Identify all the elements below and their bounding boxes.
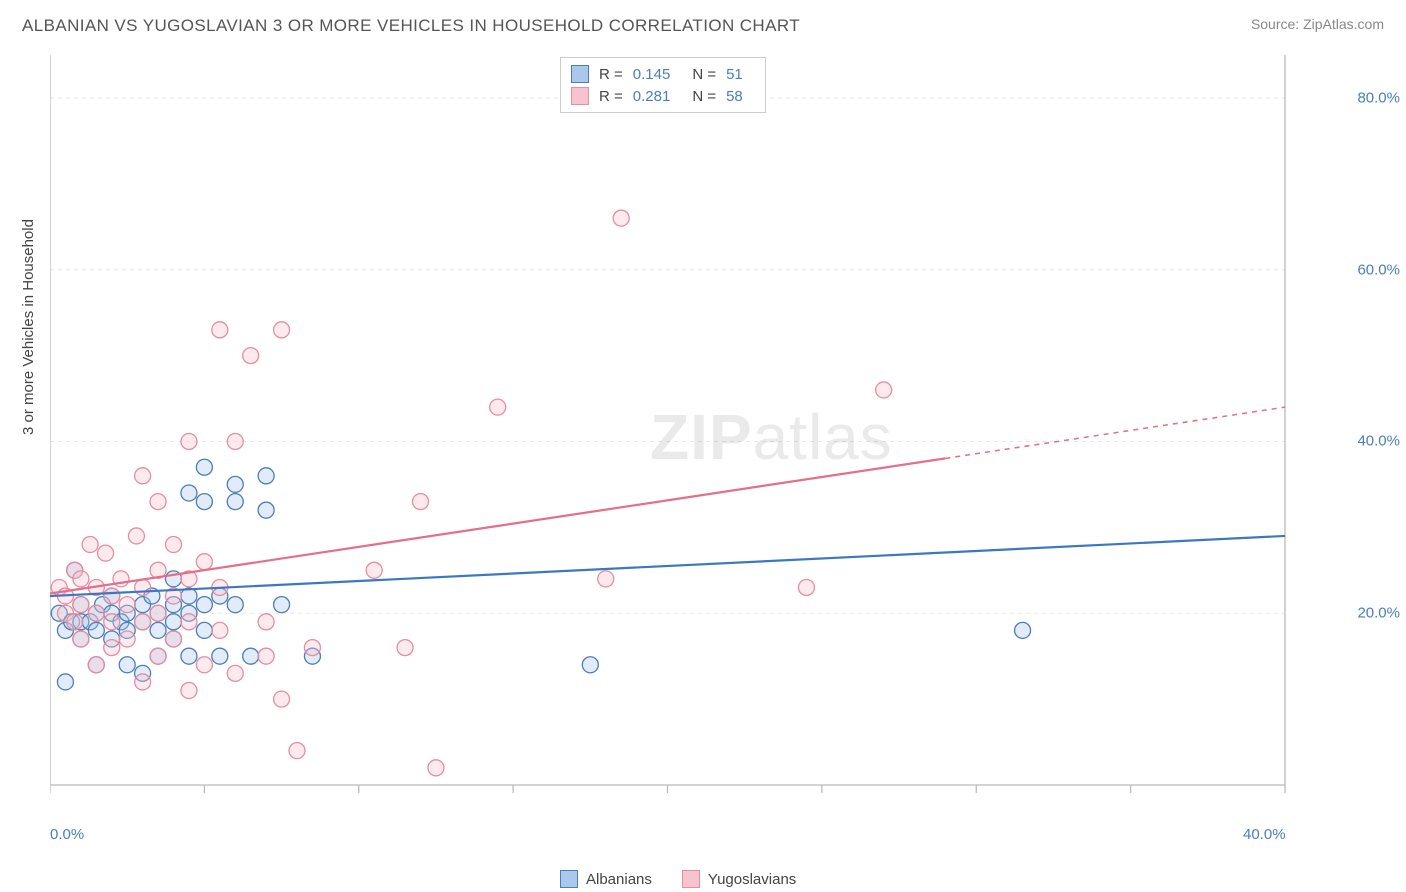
- legend-item-albanians: Albanians: [560, 870, 652, 888]
- stats-legend-row-yugoslavians: R = 0.281 N = 58: [571, 85, 755, 107]
- series-legend: Albanians Yugoslavians: [560, 870, 796, 888]
- n-value: 51: [726, 66, 743, 83]
- swatch-icon: [571, 65, 589, 83]
- r-label: R =: [599, 66, 623, 83]
- swatch-icon: [560, 870, 578, 888]
- swatch-icon: [682, 870, 700, 888]
- n-value: 58: [726, 88, 743, 105]
- r-value: 0.145: [633, 66, 671, 83]
- r-label: R =: [599, 88, 623, 105]
- chart-area: 3 or more Vehicles in Household 20.0%40.…: [50, 55, 1340, 815]
- y-tick-label: 60.0%: [1357, 261, 1400, 278]
- r-value: 0.281: [633, 88, 671, 105]
- scatter-plot-svg: [50, 55, 1340, 815]
- legend-label: Yugoslavians: [708, 871, 796, 888]
- y-tick-label: 40.0%: [1357, 433, 1400, 450]
- stats-legend: R = 0.145 N = 51 R = 0.281 N = 58: [560, 57, 766, 113]
- y-axis-label: 3 or more Vehicles in Household: [20, 219, 37, 435]
- legend-label: Albanians: [586, 871, 652, 888]
- x-tick-label: 0.0%: [50, 826, 84, 843]
- source-attribution: Source: ZipAtlas.com: [1251, 16, 1384, 32]
- chart-title: ALBANIAN VS YUGOSLAVIAN 3 OR MORE VEHICL…: [22, 16, 800, 36]
- n-label: N =: [692, 88, 716, 105]
- n-label: N =: [692, 66, 716, 83]
- swatch-icon: [571, 87, 589, 105]
- stats-legend-row-albanians: R = 0.145 N = 51: [571, 63, 755, 85]
- y-tick-label: 20.0%: [1357, 605, 1400, 622]
- legend-item-yugoslavians: Yugoslavians: [682, 870, 796, 888]
- y-tick-label: 80.0%: [1357, 89, 1400, 106]
- x-tick-label: 40.0%: [1243, 826, 1286, 843]
